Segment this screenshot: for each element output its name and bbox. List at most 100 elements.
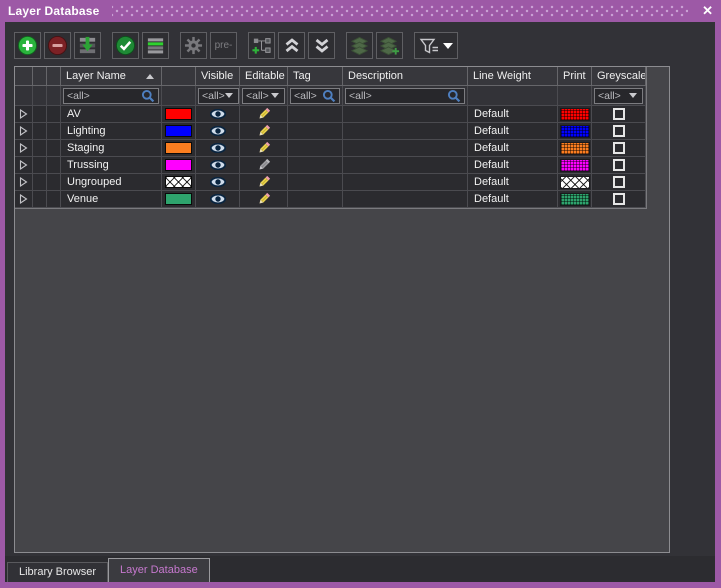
eye-icon[interactable]: [209, 194, 226, 204]
expander-icon[interactable]: [19, 126, 28, 136]
color-swatch[interactable]: [165, 108, 192, 120]
import-layers-button[interactable]: [74, 32, 101, 59]
description-cell[interactable]: [343, 157, 468, 174]
expander-icon[interactable]: [19, 160, 28, 170]
close-button[interactable]: ✕: [702, 3, 713, 18]
column-header-editable[interactable]: Editable: [240, 67, 288, 86]
title-bar[interactable]: Layer Database ✕: [0, 0, 721, 22]
greyscale-checkbox[interactable]: [612, 125, 625, 137]
pencil-gray-icon[interactable]: [257, 158, 271, 172]
search-icon[interactable]: [141, 89, 155, 103]
greyscale-checkbox[interactable]: [612, 142, 625, 154]
visible-cell: [196, 140, 240, 157]
window-border-bottom: [0, 582, 721, 588]
layer-name-cell[interactable]: Trussing: [61, 157, 162, 174]
line-weight-cell[interactable]: Default: [468, 140, 558, 157]
eye-icon[interactable]: [209, 126, 226, 136]
column-header-description[interactable]: Description: [343, 67, 468, 86]
collapse-all-button[interactable]: [278, 32, 305, 59]
pencil-icon[interactable]: [257, 141, 271, 155]
description-cell[interactable]: [343, 106, 468, 123]
pencil-icon[interactable]: [257, 124, 271, 138]
layer-name-cell[interactable]: Venue: [61, 191, 162, 208]
expander-icon[interactable]: [19, 194, 28, 204]
expander-icon[interactable]: [19, 177, 28, 187]
add-group-button[interactable]: [248, 32, 275, 59]
layer-name-cell[interactable]: Lighting: [61, 123, 162, 140]
eye-icon[interactable]: [209, 177, 226, 187]
print-pattern-swatch[interactable]: [559, 192, 590, 206]
layer-name-cell[interactable]: Staging: [61, 140, 162, 157]
line-weight-cell[interactable]: Default: [468, 106, 558, 123]
filter-description-input[interactable]: <all>: [345, 87, 465, 104]
expand-all-button[interactable]: [308, 32, 335, 59]
print-pattern-swatch[interactable]: [559, 107, 590, 121]
tag-cell[interactable]: [288, 140, 343, 157]
filter-cell-print: [558, 86, 592, 106]
line-weight-cell[interactable]: Default: [468, 174, 558, 191]
line-weight-cell[interactable]: Default: [468, 157, 558, 174]
add-layer-button[interactable]: [14, 32, 41, 59]
description-cell[interactable]: [343, 191, 468, 208]
chevron-down-icon[interactable]: [224, 93, 233, 98]
eye-icon[interactable]: [209, 160, 226, 170]
column-header-visible[interactable]: Visible: [196, 67, 240, 86]
color-swatch[interactable]: [165, 159, 192, 171]
tag-cell[interactable]: [288, 191, 343, 208]
pencil-icon[interactable]: [257, 192, 271, 206]
search-icon[interactable]: [447, 89, 461, 103]
column-header-print[interactable]: Print: [558, 67, 592, 86]
filter-visible-dropdown[interactable]: <all>: [198, 87, 239, 104]
column-header-tag[interactable]: Tag: [288, 67, 343, 86]
color-swatch[interactable]: [165, 125, 192, 137]
print-pattern-swatch[interactable]: [559, 141, 590, 155]
layer-name-cell[interactable]: AV: [61, 106, 162, 123]
eye-icon[interactable]: [209, 109, 226, 119]
pencil-icon[interactable]: [257, 175, 271, 189]
print-pattern-swatch[interactable]: [559, 175, 590, 189]
filter-cell-expander: [15, 86, 33, 106]
column-header-greyscale[interactable]: Greyscale: [592, 67, 646, 86]
expander-icon[interactable]: [19, 143, 28, 153]
print-pattern-swatch[interactable]: [559, 158, 590, 172]
search-icon[interactable]: [322, 89, 336, 103]
chevron-down-icon[interactable]: [629, 93, 637, 98]
print-cell: [558, 157, 592, 174]
tab-layer-database[interactable]: Layer Database: [108, 558, 210, 582]
filter-layer_name-input[interactable]: <all>: [63, 87, 159, 104]
color-swatch[interactable]: [165, 176, 192, 188]
chevron-down-icon[interactable]: [271, 93, 279, 98]
line-weight-cell[interactable]: Default: [468, 123, 558, 140]
expander-icon[interactable]: [19, 109, 28, 119]
greyscale-checkbox[interactable]: [612, 108, 625, 120]
color-swatch[interactable]: [165, 142, 192, 154]
eye-icon[interactable]: [209, 143, 226, 153]
greyscale-checkbox[interactable]: [612, 193, 625, 205]
description-cell[interactable]: [343, 140, 468, 157]
filter-greyscale-dropdown[interactable]: <all>: [594, 87, 643, 104]
column-header-label: Editable: [245, 70, 285, 82]
pencil-icon[interactable]: [257, 107, 271, 121]
greyscale-checkbox[interactable]: [612, 176, 625, 188]
filter-tag-input[interactable]: <all>: [290, 87, 340, 104]
description-cell[interactable]: [343, 174, 468, 191]
apply-button[interactable]: [112, 32, 139, 59]
column-header-layer_name[interactable]: Layer Name: [61, 67, 162, 86]
column-header-line_weight[interactable]: Line Weight: [468, 67, 558, 86]
color-swatch[interactable]: [165, 193, 192, 205]
tag-cell[interactable]: [288, 157, 343, 174]
line-weight-cell[interactable]: Default: [468, 191, 558, 208]
spacer-cell: [33, 174, 47, 191]
highlight-rows-button[interactable]: [142, 32, 169, 59]
description-cell[interactable]: [343, 123, 468, 140]
tag-cell[interactable]: [288, 123, 343, 140]
filter-button[interactable]: [414, 32, 458, 59]
greyscale-checkbox[interactable]: [612, 159, 625, 171]
filter-editable-dropdown[interactable]: <all>: [242, 87, 285, 104]
tag-cell[interactable]: [288, 174, 343, 191]
print-pattern-swatch[interactable]: [559, 124, 590, 138]
tag-cell[interactable]: [288, 106, 343, 123]
tab-library-browser[interactable]: Library Browser: [7, 562, 109, 582]
column-header-label: Line Weight: [473, 70, 531, 82]
layer-name-cell[interactable]: Ungrouped: [61, 174, 162, 191]
